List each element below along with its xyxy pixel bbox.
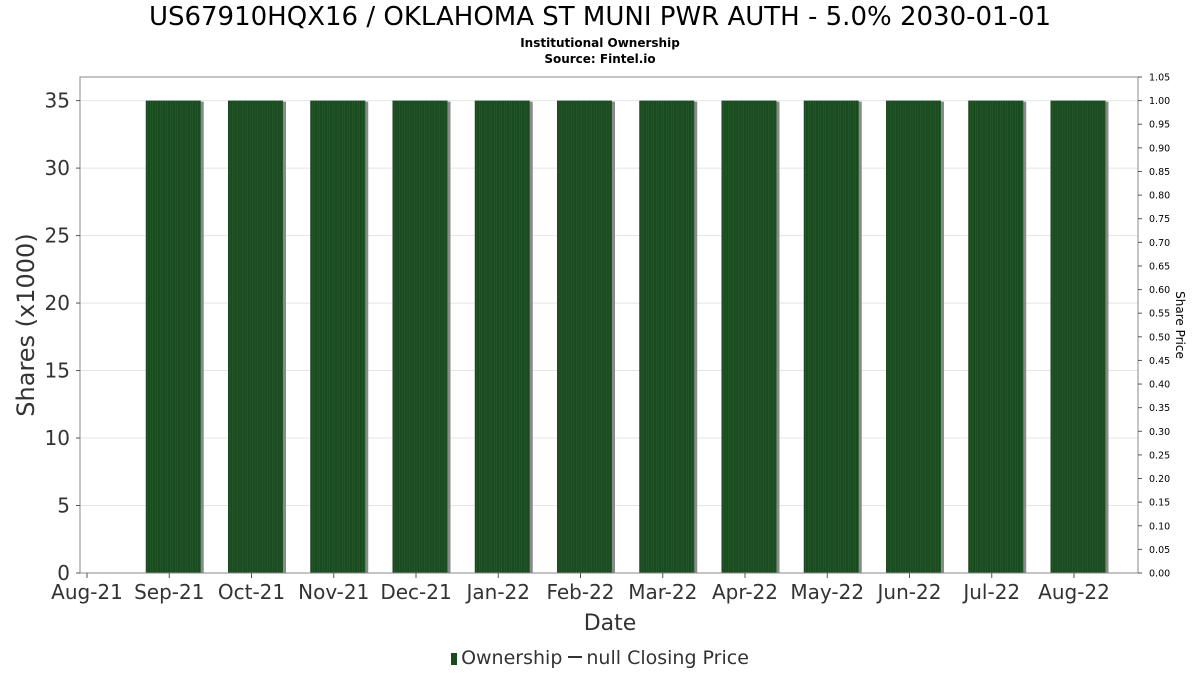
x-tick-label: Nov-21 (298, 580, 369, 604)
ownership-legend-swatch (451, 653, 458, 665)
bar (557, 100, 612, 573)
chart-subtitle-2: Source: Fintel.io (544, 52, 656, 66)
y-tick-label: 35 (45, 89, 70, 113)
y2-tick-label: 0.15 (1149, 498, 1170, 509)
x-tick-label: Jun-22 (876, 580, 942, 604)
y2-axis-ticks: 0.00 0.05 0.10 0.15 0.20 0.25 0.30 0.35 0.40 0.45… (1138, 73, 1170, 580)
price-legend-swatch (568, 656, 583, 658)
bar-stripes (640, 100, 695, 573)
y2-tick-label: 0.30 (1149, 427, 1170, 438)
y2-tick-label: 0.10 (1149, 521, 1170, 532)
y2-tick-label: 1.05 (1149, 73, 1170, 84)
y2-tick-label: 0.25 (1149, 450, 1170, 461)
y2-tick-label: 0.95 (1149, 120, 1170, 131)
bars (145, 100, 1109, 573)
y2-tick-label: 0.90 (1149, 143, 1170, 154)
bar-stripes (1052, 100, 1106, 573)
bar (145, 100, 201, 573)
y-axis-ticks: 0 5 10 15 20 25 30 35 (45, 89, 80, 585)
x-tick-label: Oct-21 (218, 580, 285, 604)
y2-tick-label: 0.55 (1149, 309, 1170, 320)
bar-stripes (147, 100, 201, 573)
y2-tick-label: 0.00 (1149, 569, 1170, 580)
bar-stripes (311, 100, 366, 573)
y-tick-label: 30 (45, 156, 70, 180)
y2-tick-label: 0.20 (1149, 474, 1170, 485)
bar (310, 100, 366, 573)
y-tick-label: 5 (57, 494, 70, 518)
bar-stripes (887, 100, 941, 573)
bar-stripes (394, 100, 448, 573)
y2-tick-label: 1.00 (1149, 96, 1170, 107)
bar-stripes (229, 100, 283, 573)
y-tick-label: 10 (45, 426, 70, 450)
chart-subtitle-1: Institutional Ownership (520, 36, 680, 50)
chart-legend: Ownership null Closing Price (0, 647, 1200, 669)
y2-tick-label: 0.60 (1149, 285, 1170, 296)
x-tick-label: Feb-22 (546, 580, 614, 604)
y2-tick-label: 0.70 (1149, 238, 1170, 249)
y-axis-label: Shares (x1000) (12, 233, 40, 416)
bar (228, 100, 283, 573)
x-tick-label: Aug-21 (51, 580, 123, 604)
bar (474, 100, 530, 573)
x-tick-label: May-22 (790, 580, 864, 604)
bar (639, 100, 695, 573)
x-tick-label: Jan-22 (465, 580, 531, 604)
y2-tick-label: 0.40 (1149, 380, 1170, 391)
bar-stripes (723, 100, 777, 573)
x-tick-label: Sep-21 (134, 580, 204, 604)
bar (886, 100, 941, 573)
bar (968, 100, 1024, 573)
x-tick-label: Mar-22 (628, 580, 697, 604)
chart-title: US67910HQX16 / OKLAHOMA ST MUNI PWR AUTH… (148, 2, 1052, 32)
x-tick-label: Apr-22 (712, 580, 778, 604)
bar (803, 100, 859, 573)
y-tick-label: 0 (57, 561, 70, 585)
y-tick-label: 15 (45, 359, 70, 383)
bar (721, 100, 777, 573)
y2-tick-label: 0.85 (1149, 167, 1170, 178)
x-tick-label: Jul-22 (961, 580, 1020, 604)
x-tick-label: Dec-21 (380, 580, 451, 604)
plot-frame (79, 76, 1139, 574)
y2-tick-label: 0.05 (1149, 545, 1170, 556)
bar (392, 100, 448, 573)
bar-stripes (969, 100, 1024, 573)
bar-stripes (476, 100, 530, 573)
y2-tick-label: 0.35 (1149, 403, 1170, 414)
bar (1050, 100, 1106, 573)
legend-price-label: null Closing Price (586, 647, 749, 669)
y2-tick-label: 0.45 (1149, 356, 1170, 367)
y2-tick-label: 0.65 (1149, 261, 1170, 272)
bar-stripes (558, 100, 612, 573)
x-tick-label: Aug-22 (1038, 580, 1110, 604)
x-axis-ticks: Aug-21 Sep-21 Oct-21 Nov-21 Dec-21 Jan-22 Feb-… (51, 573, 1110, 604)
y2-tick-label: 0.80 (1149, 191, 1170, 202)
y-tick-label: 25 (45, 224, 70, 248)
y2-axis-label: Share Price (1173, 291, 1187, 359)
legend-ownership-label: Ownership (461, 647, 563, 669)
bar-stripes (805, 100, 859, 573)
x-axis-label: Date (584, 611, 637, 636)
y2-tick-label: 0.75 (1149, 214, 1170, 225)
y-tick-label: 20 (45, 291, 70, 315)
y2-tick-label: 0.50 (1149, 332, 1170, 343)
